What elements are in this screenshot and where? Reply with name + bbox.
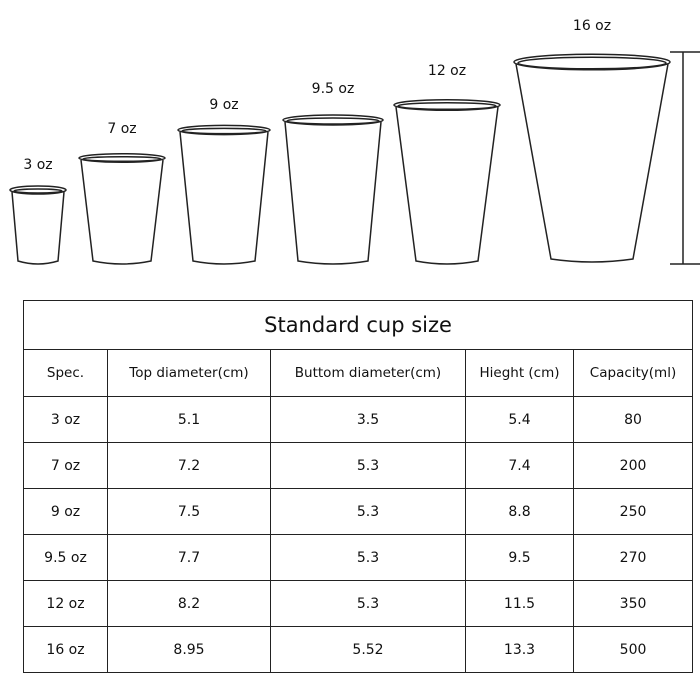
cup-3 [282,114,384,265]
table-cell: 7.7 [107,534,271,581]
cup-size-label: 9 oz [209,97,239,113]
table-row: 16 oz 8.95 5.52 13.3 500 [23,626,694,673]
column-header: Top diameter(cm) [107,349,271,397]
cup-5 [513,53,671,263]
table-cell: 270 [572,534,694,581]
table-cell: 250 [572,488,694,535]
column-header: Hieght (cm) [465,349,574,397]
table-cell: 5.3 [270,488,466,535]
cup-1 [78,152,166,265]
table-cell: 8.8 [465,488,574,535]
table-row: 9 oz 7.5 5.3 8.8 250 [23,488,694,535]
height-dimension-line [670,51,700,265]
column-header: Capacity(ml) [572,349,694,397]
table-cell: 80 [572,396,694,443]
table-cell: 3.5 [270,396,466,443]
table-cell: 9.5 oz [23,534,108,581]
table-cell: 3 oz [23,396,108,443]
table-cell: 7.4 [465,442,574,489]
table-cell: 5.4 [465,396,574,443]
table-cell: 5.3 [270,442,466,489]
cup-illustrations [9,51,700,265]
cup-size-label: 3 oz [23,157,53,173]
table-cell: 8.2 [107,580,271,627]
cup-size-label: 9.5 oz [311,81,355,97]
table-cell: 500 [572,626,694,673]
table-row: 9.5 oz 7.7 5.3 9.5 270 [23,534,694,581]
table-cell: 5.3 [270,580,466,627]
column-header: Buttom diameter(cm) [270,349,466,397]
cup-2 [177,124,271,265]
cup-size-label: 12 oz [427,63,467,79]
table-title: Standard cup size [22,300,694,350]
cup-size-table: Standard cup size Spec. Top diameter(cm) B… [22,300,694,673]
cup-size-label: 7 oz [107,121,137,137]
table-cell: 13.3 [465,626,574,673]
cup-0 [9,185,67,265]
table-cell: 7.2 [107,442,271,489]
table-header-row: Spec. Top diameter(cm) Buttom diameter(cm)… [23,349,694,397]
table-cell: 9 oz [23,488,108,535]
column-header: Spec. [23,349,108,397]
table-cell: 7.5 [107,488,271,535]
table-row: 12 oz 8.2 5.3 11.5 350 [23,580,694,627]
table-cell: 5.52 [270,626,466,673]
table-cell: 8.95 [107,626,271,673]
table-cell: 16 oz [23,626,108,673]
cup-4 [393,98,501,265]
table-cell: 350 [572,580,694,627]
table-cell: 11.5 [465,580,574,627]
table-cell: 7 oz [23,442,108,489]
table-cell: 5.3 [270,534,466,581]
table-cell: 200 [572,442,694,489]
table-row: 3 oz 5.1 3.5 5.4 80 [23,396,694,443]
table-row: 7 oz 7.2 5.3 7.4 200 [23,442,694,489]
table-cell: 12 oz [23,580,108,627]
table-cell: 9.5 [465,534,574,581]
cup-size-label: 16 oz [572,18,612,34]
table-cell: 5.1 [107,396,271,443]
